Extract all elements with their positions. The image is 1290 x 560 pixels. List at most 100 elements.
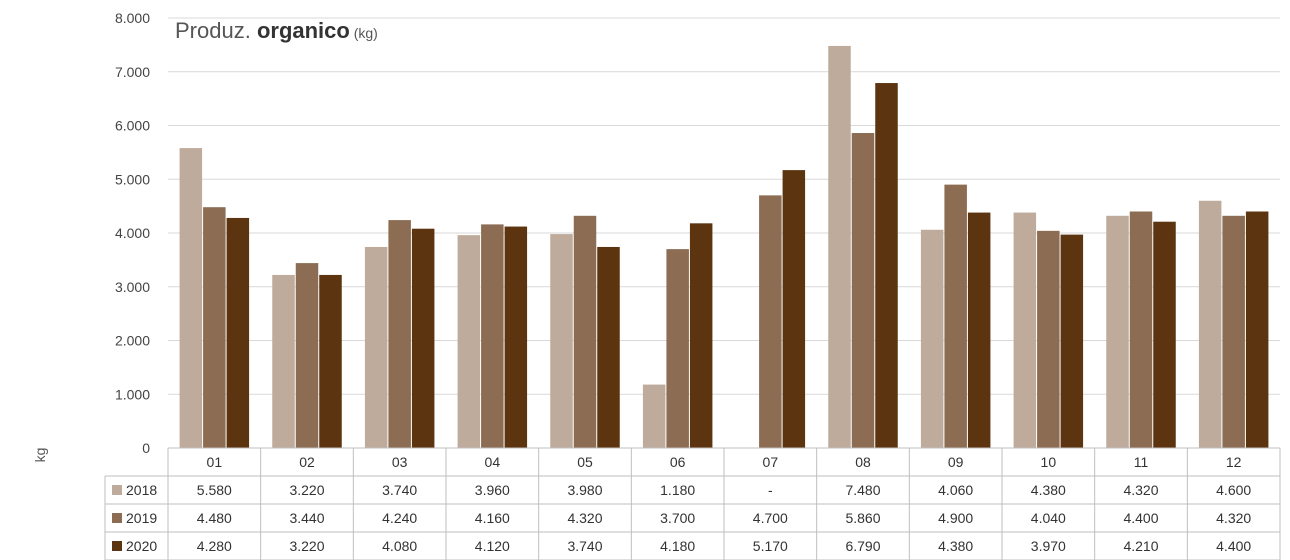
table-cell: 4.900 (938, 510, 973, 526)
bar-2018-12 (1198, 200, 1222, 448)
bar-2019-04 (481, 224, 504, 448)
legend-swatch-2019 (112, 513, 122, 523)
y-tick-label: 0 (142, 440, 150, 456)
bars (179, 45, 1269, 449)
y-axis-ticks: 0 1.000 2.000 3.000 4.000 5.000 6.000 7.000 8.00… (115, 10, 150, 456)
bar-2020-12 (1245, 211, 1269, 448)
bar-2018-06 (642, 384, 666, 448)
y-axis-label: kg (32, 448, 48, 463)
bar-2019-07 (759, 195, 782, 448)
table-cell: 3.220 (289, 538, 324, 554)
table-cell: 4.600 (1216, 482, 1251, 498)
y-tick-label: 1.000 (115, 386, 150, 402)
y-tick-label: 7.000 (115, 64, 150, 80)
table-cell: 4.240 (382, 510, 417, 526)
legend-label-2018: 2018 (126, 482, 157, 498)
chart-title-prefix: Produz. (175, 18, 257, 43)
y-tick-label: 5.000 (115, 171, 150, 187)
table-cell: 6.790 (845, 538, 880, 554)
bar-2020-04 (504, 226, 528, 448)
y-tick-label: 4.000 (115, 225, 150, 241)
bar-2018-03 (364, 246, 388, 448)
y-tick-label: 6.000 (115, 118, 150, 134)
legend-swatch-2020 (112, 541, 122, 551)
legend-label-2019: 2019 (126, 510, 157, 526)
table-cell: 4.320 (1216, 510, 1251, 526)
bar-2020-05 (597, 246, 620, 448)
bar-2018-09 (920, 229, 944, 448)
table-cell: 4.380 (1031, 482, 1066, 498)
bar-2018-05 (550, 234, 573, 448)
table-cell: 4.080 (382, 538, 417, 554)
bar-2019-01 (203, 207, 226, 448)
y-tick-label: 8.000 (115, 10, 150, 26)
bar-2019-03 (388, 220, 411, 448)
table-cell: 4.160 (475, 510, 510, 526)
bar-2018-01 (179, 148, 203, 448)
bar-2019-06 (666, 249, 689, 448)
bar-2018-11 (1106, 215, 1129, 448)
category-label: 09 (948, 454, 964, 470)
category-label: 02 (299, 454, 315, 470)
table-cell: 3.740 (382, 482, 417, 498)
table-cell: 4.700 (753, 510, 788, 526)
bar-2018-02 (272, 274, 295, 448)
bar-2019-09 (944, 184, 967, 448)
table-cell: 4.180 (660, 538, 695, 554)
chart-title-unit: (kg) (350, 25, 378, 41)
chart-title-bold: organico (257, 18, 350, 43)
table-cell: 4.400 (1123, 510, 1158, 526)
category-label: 07 (763, 454, 779, 470)
table-cell: 3.960 (475, 482, 510, 498)
table-cell: 5.580 (197, 482, 232, 498)
category-label: 04 (485, 454, 501, 470)
table-cell: 7.480 (845, 482, 880, 498)
bar-2019-10 (1037, 230, 1060, 448)
table-cell: 4.040 (1031, 510, 1066, 526)
bar-2018-10 (1013, 212, 1037, 448)
y-tick-label: 3.000 (115, 279, 150, 295)
category-label: 01 (207, 454, 223, 470)
table-cell: 4.380 (938, 538, 973, 554)
category-label: 10 (1041, 454, 1057, 470)
category-label: 11 (1134, 454, 1149, 470)
y-tick-label: 2.000 (115, 333, 150, 349)
bar-2019-02 (295, 263, 319, 448)
bar-2020-01 (226, 217, 250, 448)
bar-2019-11 (1129, 211, 1153, 448)
bar-2019-12 (1222, 215, 1245, 448)
table-cell: 4.400 (1216, 538, 1251, 554)
bar-2020-10 (1060, 234, 1084, 448)
category-label: 08 (855, 454, 871, 470)
category-label: 03 (392, 454, 408, 470)
bar-2020-07 (782, 170, 806, 449)
chart-title: Produz. organico (kg) (175, 18, 378, 43)
table-cell: 5.170 (753, 538, 788, 554)
table-cell: 4.120 (475, 538, 510, 554)
table-cell: 4.320 (567, 510, 602, 526)
table-cell: 4.210 (1123, 538, 1158, 554)
table-cell: 3.220 (289, 482, 324, 498)
bar-2020-02 (319, 274, 342, 448)
table-cell: - (768, 482, 773, 498)
table-cell: 1.180 (660, 482, 695, 498)
bar-2020-08 (875, 83, 898, 448)
table-cell: 3.740 (567, 538, 602, 554)
category-label: 12 (1226, 454, 1242, 470)
table-cell: 4.320 (1123, 482, 1158, 498)
table-cell: 5.860 (845, 510, 880, 526)
bar-2019-05 (573, 215, 597, 448)
category-label: 06 (670, 454, 686, 470)
data-table: 01 02 03 04 05 06 07 08 09 10 11 12 2018 5.580 3.220 3.… (104, 447, 1281, 560)
table-cell: 3.980 (567, 482, 602, 498)
bar-2018-04 (457, 235, 481, 448)
legend-label-2020: 2020 (126, 538, 157, 554)
bar-2020-11 (1153, 221, 1176, 448)
bar-2018-08 (828, 45, 851, 448)
table-cell: 4.060 (938, 482, 973, 498)
table-cell: 3.970 (1031, 538, 1066, 554)
legend-swatch-2018 (112, 485, 122, 495)
gridlines (168, 17, 1280, 449)
bar-2020-06 (689, 223, 713, 448)
